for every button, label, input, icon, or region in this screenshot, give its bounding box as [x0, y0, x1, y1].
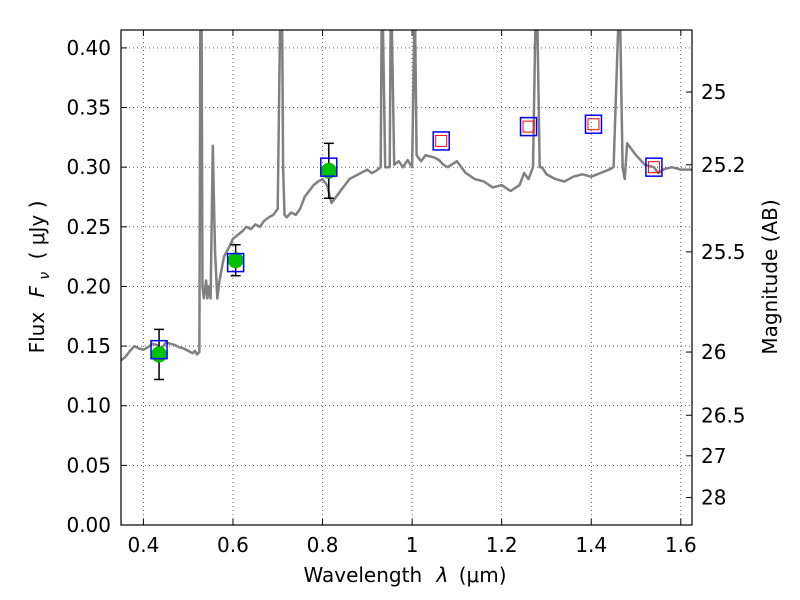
right-tick-label: 25.5 [701, 240, 746, 264]
right-tick-label: 26.5 [701, 403, 746, 427]
y-axis-right: 25 25.2 25.5 26 26.5 27 28 [686, 80, 746, 510]
x-axis: 0.4 0.6 0.8 1 1.2 1.4 1.6 [127, 30, 697, 557]
x-tick-label: 0.8 [307, 533, 339, 557]
x-axis-label-unit: (μm) [459, 563, 507, 587]
y-tick-label: 0.20 [66, 274, 111, 298]
x-tick-label: 0.6 [217, 533, 249, 557]
right-tick-label: 25 [701, 80, 726, 104]
x-tick-label: 1.6 [665, 533, 697, 557]
gridlines [121, 30, 692, 526]
observed-point [320, 162, 337, 179]
right-tick-label: 25.2 [701, 153, 746, 177]
right-tick-label: 28 [701, 486, 726, 510]
upper-limit-square [435, 134, 448, 147]
right-tick-label: 27 [701, 444, 726, 468]
y-tick-label: 0.35 [66, 96, 111, 120]
y-axis-label-symbol: F [25, 285, 49, 297]
y-tick-label: 0.05 [66, 453, 111, 477]
upper-limit-square [647, 161, 660, 174]
upper-limit-square [587, 118, 600, 131]
y-axis-label-subscript: ν [37, 272, 53, 280]
spectrum-line [121, 30, 692, 362]
y-tick-label: 0.40 [66, 36, 111, 60]
y-tick-label: 0.25 [66, 215, 111, 239]
x-tick-label: 1.2 [486, 533, 518, 557]
x-tick-label: 0.4 [127, 533, 159, 557]
model-square [645, 157, 663, 177]
x-tick-label: 1.4 [575, 533, 607, 557]
model-square [226, 252, 245, 273]
model-square [519, 116, 538, 137]
y-axis-label-text: Flux [25, 312, 49, 354]
y-axis-left: 0.00 0.05 0.10 0.15 0.20 0.25 0.30 0.35 0.40 [66, 36, 127, 537]
plot-frame [120, 29, 693, 526]
y-tick-label: 0.15 [66, 334, 111, 358]
y-axis-label: Flux F ν ( μJy ) [25, 201, 54, 354]
model-square [432, 131, 450, 151]
y-axis-label-unit: ( μJy ) [25, 201, 49, 260]
upper-limit-square [522, 120, 535, 133]
plot-area [121, 30, 692, 381]
y-tick-label: 0.00 [66, 513, 111, 537]
y-axis-right-label: Magnitude (AB) [758, 199, 782, 354]
model-square [320, 157, 338, 177]
right-tick-label: 26 [701, 340, 726, 364]
y-tick-label: 0.30 [66, 155, 111, 179]
x-tick-label: 1 [406, 533, 419, 557]
observed-point [151, 346, 168, 363]
observed-point [227, 252, 244, 269]
x-axis-label-symbol: λ [436, 563, 449, 587]
model-square [584, 114, 603, 134]
x-axis-label: Wavelength λ (μm) [303, 563, 506, 587]
model-square [150, 339, 168, 360]
x-axis-label-text: Wavelength [303, 563, 422, 587]
y-tick-label: 0.10 [66, 394, 111, 418]
